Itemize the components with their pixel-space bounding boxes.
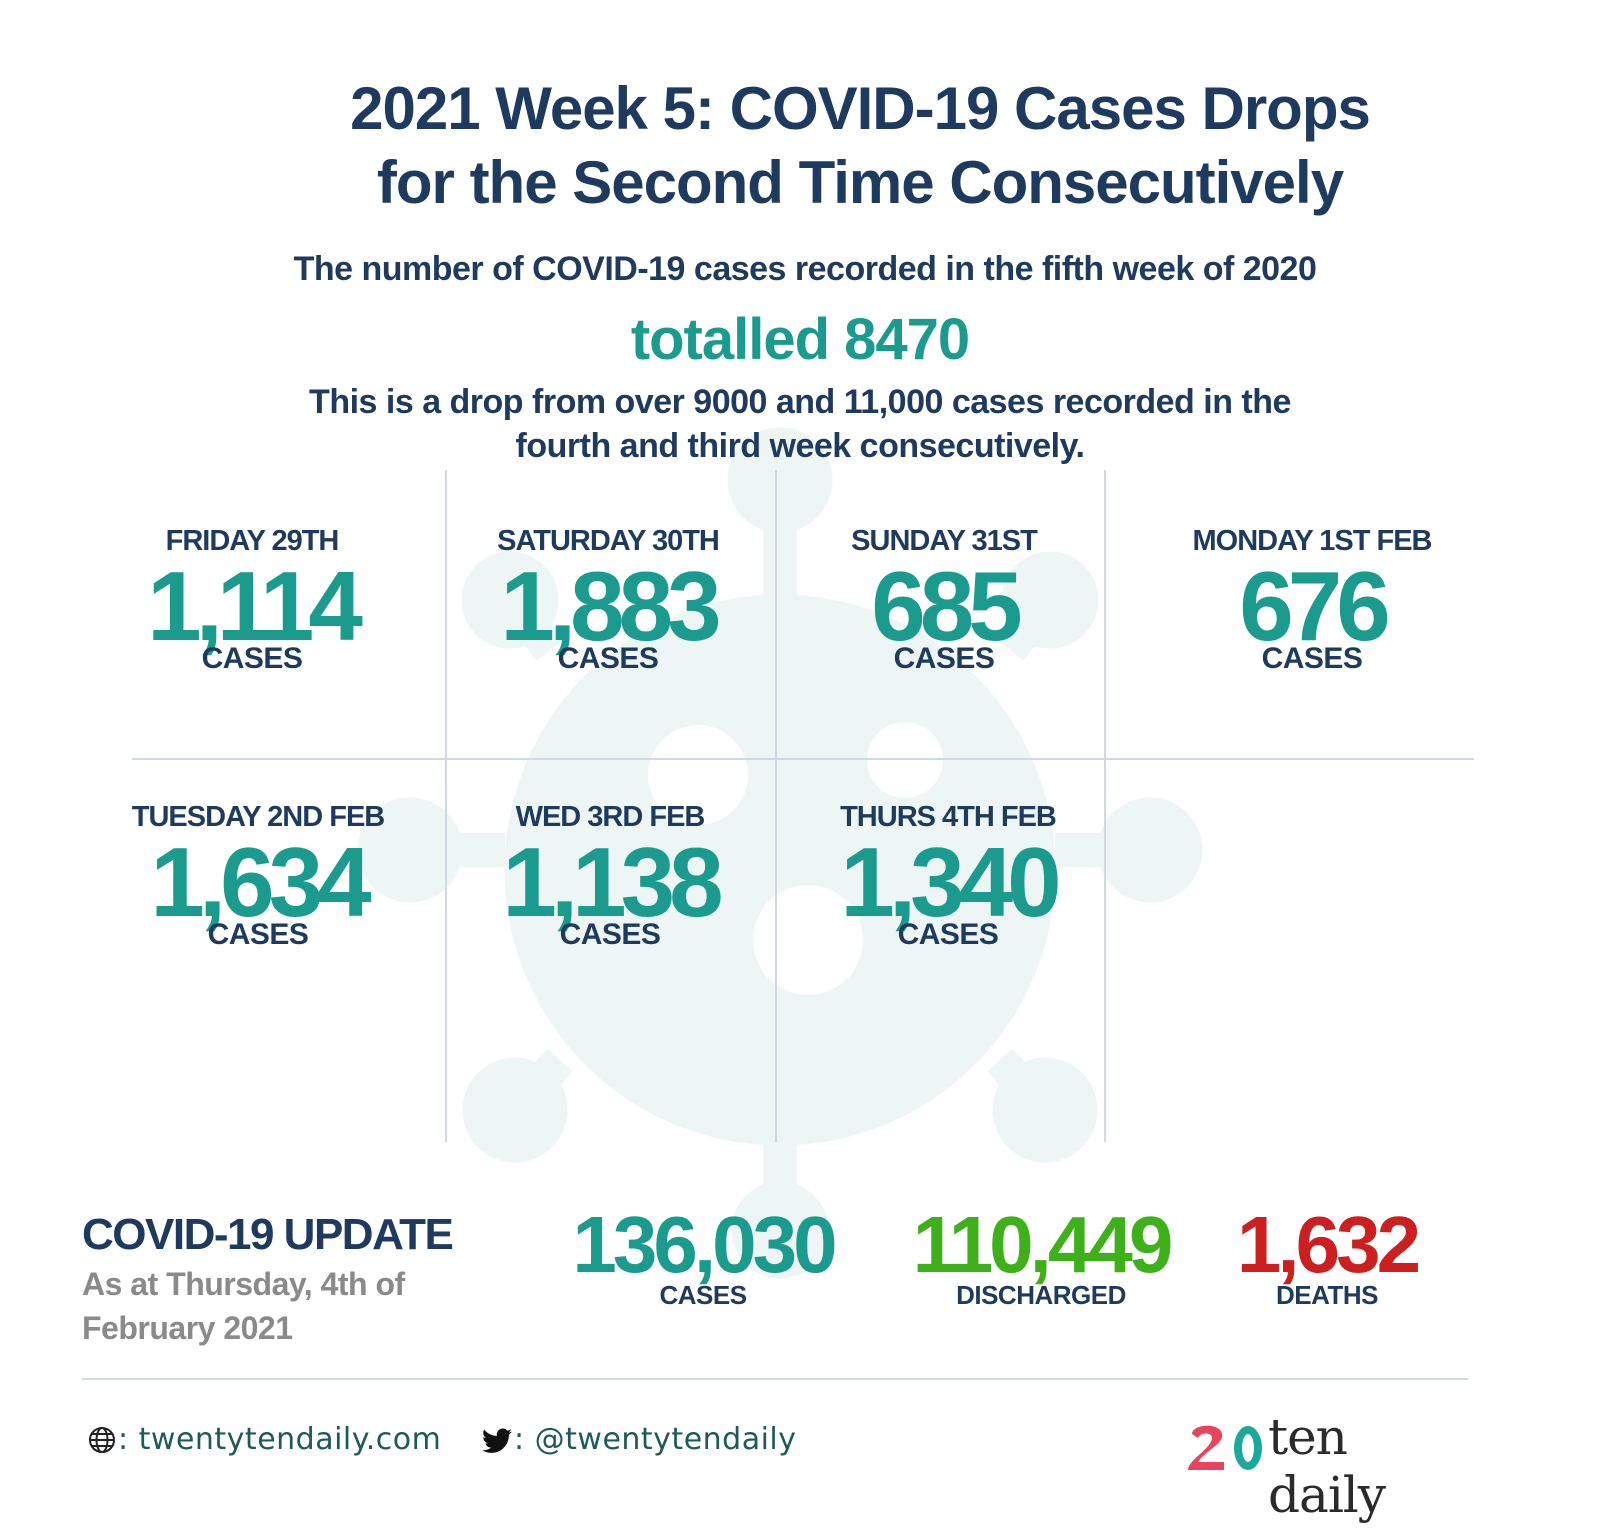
logo-mark-icon [1188,1425,1262,1470]
day-label: SATURDAY 30TH [497,525,720,557]
globe-icon [89,1427,115,1453]
day-cell: MONDAY 1ST FEB 676 CASES [1142,524,1482,674]
cases-unit: CASES [559,918,661,951]
day-label: FRIDAY 29TH [165,525,340,557]
twitter-handle[interactable]: : @twentytendaily [514,1422,797,1457]
day-cases-value: 1,634 [150,827,371,937]
day-cell: SUNDAY 31ST 685 CASES [774,524,1114,674]
day-label: WED 3RD FEB [515,801,706,833]
day-cases-value: 1,138 [502,827,723,937]
day-cases-value: 1,114 [147,551,363,661]
cases-unit: CASES [1261,642,1363,675]
twentyten-logo: ten daily [1186,1408,1476,1524]
discharged-stat: 110,449 DISCHARGED [886,1200,1196,1310]
grid-divider [775,470,777,1142]
discharged-label: DISCHARGED [956,1280,1126,1310]
deaths-value: 1,632 [1236,1200,1421,1289]
cases-unit: CASES [207,918,309,951]
total-cases-label: CASES [659,1280,747,1310]
subtitle: The number of COVID-19 cases recorded in… [293,250,1317,288]
cases-unit: CASES [893,642,995,675]
day-cell: TUESDAY 2ND FEB 1,634 CASES [88,800,428,950]
total-cases-value: 136,030 [572,1200,837,1289]
day-label: TUESDAY 2ND FEB [131,801,386,833]
total-cases-stat: 136,030 CASES [548,1200,858,1310]
title-line-2: for the Second Time Consecutively [376,149,1344,216]
grid-divider [1104,470,1106,1142]
logo-text: ten daily [1268,1408,1386,1524]
day-label: SUNDAY 31ST [851,525,1038,557]
comparison-note: This is a drop from over 9000 and 11,000… [0,380,1600,468]
day-label: MONDAY 1ST FEB [1192,525,1433,557]
day-cell: WED 3RD FEB 1,138 CASES [440,800,780,950]
grid-divider [132,758,1474,760]
day-cell: THURS 4TH FEB 1,340 CASES [778,800,1118,950]
weekly-total: totalled 8470 [630,307,970,372]
deaths-stat: 1,632 DEATHS [1222,1200,1432,1310]
update-date: As at Thursday, 4th of February 2021 [82,1266,405,1346]
page-title: 2021 Week 5: COVID-19 Cases Drops for th… [0,72,1600,220]
discharged-value: 110,449 [912,1200,1174,1289]
update-title: COVID-19 UPDATE [82,1210,454,1259]
day-cell: SATURDAY 30TH 1,883 CASES [438,524,778,674]
cases-unit: CASES [897,918,999,951]
title-line-1: 2021 Week 5: COVID-19 Cases Drops [350,75,1371,142]
twitter-bird-icon [482,1428,512,1453]
deaths-label: DEATHS [1276,1280,1378,1310]
day-cases-value: 676 [1239,551,1391,661]
day-cases-value: 685 [871,551,1023,661]
day-cases-value: 1,883 [500,551,721,661]
cases-unit: CASES [557,642,659,675]
note-line-2: fourth and third week consecutively. [515,427,1085,465]
day-label: THURS 4TH FEB [840,801,1057,833]
note-line-1: This is a drop from over 9000 and 11,000… [309,383,1291,421]
day-cases-value: 1,340 [840,827,1061,937]
day-cell: FRIDAY 29TH 1,114 CASES [82,524,422,674]
cases-unit: CASES [201,642,303,675]
grid-divider [445,470,447,1142]
website-link[interactable]: : twentytendaily.com [118,1422,442,1457]
footer-divider [82,1378,1468,1380]
